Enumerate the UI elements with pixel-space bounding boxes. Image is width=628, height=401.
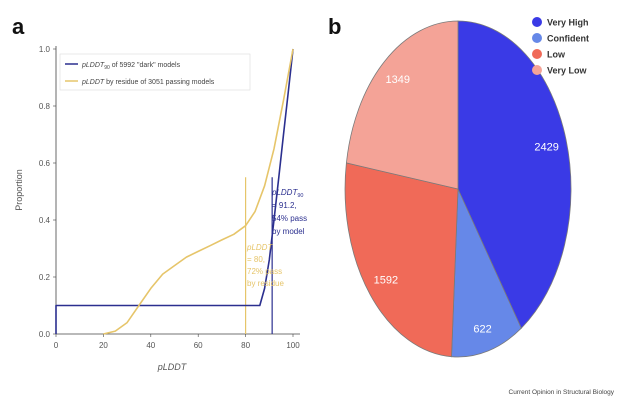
- legend-dot: [532, 65, 542, 75]
- panel-b-letter: b: [328, 14, 341, 39]
- y-tick-label: 0.4: [39, 216, 51, 225]
- svg-text:pLDDT90: pLDDT90: [271, 188, 303, 199]
- reference-lines: [245, 177, 273, 334]
- legend-label: Low: [547, 50, 566, 60]
- svg-text:by model: by model: [272, 227, 305, 236]
- legend-label: Very High: [547, 18, 589, 28]
- annotation-yellow: pLDDT = 80, 72% pass by residue: [246, 243, 284, 288]
- line-series: [55, 48, 294, 335]
- svg-text:by residue: by residue: [247, 279, 284, 288]
- y-tick-label: 0.6: [39, 159, 51, 168]
- legend-label: Very Low: [547, 66, 588, 76]
- pie-slice-confident: [451, 188, 522, 358]
- pie-value-label: 2429: [534, 142, 558, 154]
- pie-slice-very-high: [457, 20, 572, 329]
- x-axis-label: pLDDT: [157, 362, 188, 372]
- svg-text:pLDDT: pLDDT: [246, 243, 273, 252]
- pie-slice-very-low: [345, 20, 459, 190]
- svg-text:54% pass: 54% pass: [272, 214, 307, 223]
- axis-ticks: 0 20 40 60 80 100 0.0 0.2 0.4 0.6 0.8 1.0: [39, 45, 300, 350]
- svg-text:= 91.2,: = 91.2,: [272, 201, 297, 210]
- x-tick-label: 20: [99, 341, 108, 350]
- x-tick-label: 60: [194, 341, 203, 350]
- panel-a-letter: a: [12, 14, 25, 39]
- x-tick-label: 0: [54, 341, 59, 350]
- y-tick-label: 0.0: [39, 330, 51, 339]
- legend-dot: [532, 33, 542, 43]
- y-axis-label: Proportion: [14, 169, 24, 211]
- y-tick-label: 0.8: [39, 102, 51, 111]
- pie-slice-low: [344, 162, 459, 358]
- y-tick-label: 1.0: [39, 45, 51, 54]
- legend-label-passing: pLDDT by residue of 3051 passing models: [81, 79, 215, 86]
- legend-dot: [532, 17, 542, 27]
- pie-value-label: 622: [473, 323, 491, 335]
- source-credit: Current Opinion in Structural Biology: [509, 389, 615, 396]
- legend-label-dark: pLDDT90 of 5992 "dark" models: [81, 62, 181, 71]
- x-tick-label: 40: [146, 341, 155, 350]
- pie-chart: 2429 622 1592 1349: [344, 20, 572, 358]
- line-chart-axes: [55, 46, 300, 335]
- y-tick-label: 0.2: [39, 273, 51, 282]
- pie-value-label: 1349: [386, 74, 410, 86]
- line-legend: pLDDT90 of 5992 "dark" models pLDDT by r…: [59, 53, 251, 91]
- series-line-passing-residues: [103, 48, 294, 335]
- svg-text:= 80,: = 80,: [247, 255, 265, 264]
- x-tick-label: 80: [241, 341, 250, 350]
- x-tick-label: 100: [286, 341, 300, 350]
- legend-box: [59, 53, 251, 91]
- pie-value-label: 1592: [374, 275, 398, 287]
- pie-legend: Very High Confident Low Very Low: [532, 17, 589, 76]
- series-line-dark-models: [55, 48, 294, 334]
- svg-text:72% pass: 72% pass: [247, 267, 282, 276]
- legend-label: Confident: [547, 34, 589, 44]
- annotation-blue: pLDDT90 = 91.2, 54% pass by model: [271, 188, 307, 236]
- legend-dot: [532, 49, 542, 59]
